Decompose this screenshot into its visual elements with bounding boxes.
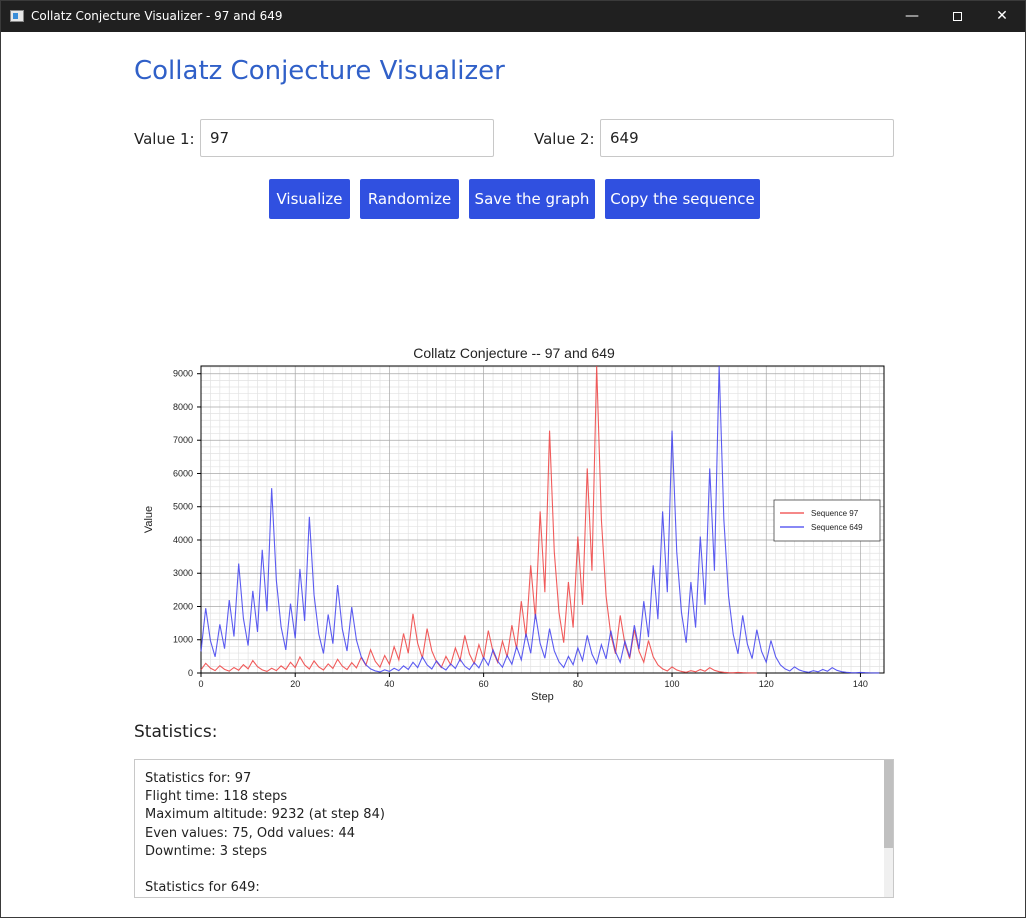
y-tick-label: 1000 xyxy=(173,635,193,645)
randomize-button[interactable]: Randomize xyxy=(360,179,459,219)
x-tick-label: 40 xyxy=(384,679,394,689)
save-graph-button[interactable]: Save the graph xyxy=(469,179,595,219)
statistics-box[interactable]: Statistics for: 97 Flight time: 118 steps… xyxy=(134,759,894,898)
close-button[interactable]: ✕ xyxy=(996,8,1008,24)
y-tick-label: 2000 xyxy=(173,601,193,611)
axis-ticks: 0 20 40 60 80 100 120 140 0 1000 2000 3000 4000 5000 6… xyxy=(173,369,868,689)
statistics-scrollbar[interactable] xyxy=(884,760,893,897)
statistics-text: Statistics for: 97 Flight time: 118 steps… xyxy=(145,770,385,897)
legend-box xyxy=(773,499,881,542)
legend-entry: Sequence 97 xyxy=(811,509,859,518)
statistics-line: Statistics for 649: xyxy=(145,880,260,896)
y-tick-label: 7000 xyxy=(173,435,193,445)
value1-label: Value 1: xyxy=(134,130,195,148)
statistics-line: Flight time: 118 steps xyxy=(145,789,288,805)
minor-grid xyxy=(201,366,884,673)
y-tick-label: 4000 xyxy=(173,535,193,545)
maximize-icon xyxy=(952,11,962,21)
y-tick-label: 8000 xyxy=(173,402,193,412)
copy-sequence-button[interactable]: Copy the sequence xyxy=(605,179,760,219)
statistics-line: Statistics for: 97 xyxy=(145,771,252,786)
chart-title: Collatz Conjecture -- 97 and 649 xyxy=(413,345,615,361)
y-tick-label: 9000 xyxy=(173,369,193,379)
statistics-line xyxy=(145,861,385,879)
x-tick-label: 60 xyxy=(479,679,489,689)
statistics-line: Downtime: 3 steps xyxy=(145,843,268,859)
x-tick-label: 20 xyxy=(290,679,300,689)
main-content: Collatz Conjecture Visualizer Value 1: 9… xyxy=(1,32,1025,917)
series-line-97 xyxy=(200,365,757,674)
statistics-line: Even values: 75, Odd values: 44 xyxy=(145,825,356,841)
scrollbar-thumb[interactable] xyxy=(884,760,893,848)
chart-legend: Sequence 97 Sequence 649 xyxy=(773,499,881,542)
y-tick-label: 6000 xyxy=(173,468,193,478)
x-tick-label: 120 xyxy=(759,679,774,689)
plot-frame xyxy=(200,365,885,674)
value2-input[interactable]: 649 xyxy=(600,119,894,157)
x-tick-label: 80 xyxy=(573,679,583,689)
maximize-button[interactable] xyxy=(934,1,980,32)
collatz-chart: 0 20 40 60 80 100 120 140 0 1000 2000 3000 4000 5000 6… xyxy=(143,345,885,703)
page-title: Collatz Conjecture Visualizer xyxy=(134,56,505,86)
x-axis-label: Step xyxy=(531,691,554,703)
x-tick-label: 100 xyxy=(665,679,680,689)
y-tick-label: 0 xyxy=(188,668,193,678)
series-lines xyxy=(200,365,880,674)
statistics-line: Maximum altitude: 9232 (at step 84) xyxy=(145,807,385,823)
y-tick-label: 5000 xyxy=(173,502,193,512)
window-title: Collatz Conjecture Visualizer - 97 and 6… xyxy=(31,9,283,23)
visualize-button[interactable]: Visualize xyxy=(269,179,350,219)
statistics-label: Statistics: xyxy=(134,722,218,742)
minimize-button[interactable]: — xyxy=(905,8,919,24)
value1-input[interactable]: 97 xyxy=(200,119,494,157)
x-tick-label: 140 xyxy=(853,679,868,689)
series-line-649 xyxy=(200,365,880,674)
value2-label: Value 2: xyxy=(534,130,595,148)
title-bar: Collatz Conjecture Visualizer - 97 and 6… xyxy=(1,1,1025,32)
app-icon xyxy=(10,10,24,22)
y-tick-label: 3000 xyxy=(173,568,193,578)
x-tick-label: 0 xyxy=(198,679,203,689)
legend-entry: Sequence 649 xyxy=(811,523,863,532)
y-axis-label: Value xyxy=(143,506,155,533)
